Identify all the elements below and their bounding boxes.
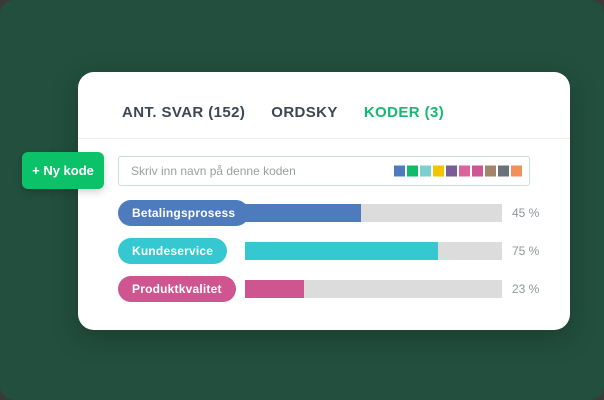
tab-koder[interactable]: KODER (3) <box>363 103 445 121</box>
code-row: Betalingsprosess 45 % <box>118 200 570 226</box>
code-name-input[interactable] <box>119 157 396 185</box>
code-label-pill[interactable]: Produktkvalitet <box>118 276 236 302</box>
code-bar-track <box>245 280 502 298</box>
tab-ant-svar[interactable]: ANT. SVAR (152) <box>122 103 246 121</box>
tab-ordsky[interactable]: ORDSKY <box>271 103 338 121</box>
codes-panel-card: ANT. SVAR (152) ORDSKY KODER (3) Betalin… <box>78 72 570 330</box>
code-name-input-wrap <box>118 156 530 186</box>
color-swatch[interactable] <box>420 165 431 177</box>
code-bar-track <box>245 242 502 260</box>
code-row: Kundeservice 75 % <box>118 238 570 264</box>
code-percent-label: 75 % <box>512 244 540 258</box>
color-swatch[interactable] <box>433 165 444 177</box>
code-bar-fill <box>245 204 361 222</box>
color-swatch[interactable] <box>485 165 496 177</box>
codes-list: Betalingsprosess 45 % Kundeservice 75 % Prod… <box>118 200 570 314</box>
color-swatch[interactable] <box>407 165 418 177</box>
code-percent-label: 45 % <box>512 206 540 220</box>
code-bar-fill <box>245 242 438 260</box>
color-swatch[interactable] <box>446 165 457 177</box>
code-label-pill[interactable]: Kundeservice <box>118 238 228 264</box>
code-percent-label: 23 % <box>512 282 540 296</box>
color-swatch[interactable] <box>459 165 470 177</box>
color-swatch[interactable] <box>511 165 522 177</box>
color-swatch[interactable] <box>394 165 405 177</box>
code-row: Produktkvalitet 23 % <box>118 276 570 302</box>
new-code-button[interactable]: + Ny kode <box>22 152 104 189</box>
color-swatch-picker <box>394 165 522 177</box>
tab-bar: ANT. SVAR (152) ORDSKY KODER (3) <box>122 100 444 124</box>
color-swatch[interactable] <box>472 165 483 177</box>
code-label-pill[interactable]: Betalingsprosess <box>118 200 250 226</box>
code-bar-track <box>245 204 502 222</box>
color-swatch[interactable] <box>498 165 509 177</box>
tab-divider <box>78 138 570 139</box>
code-bar-fill <box>245 280 305 298</box>
